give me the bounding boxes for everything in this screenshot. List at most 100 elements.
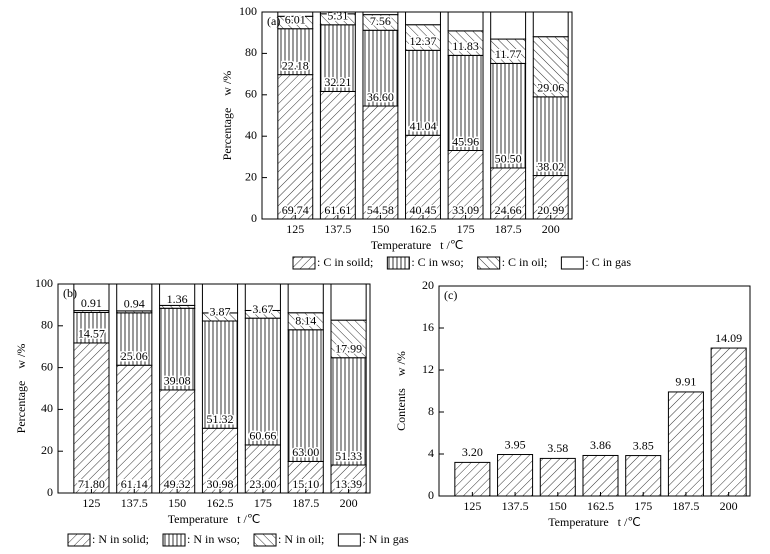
legend-label: : N in oil;: [278, 532, 324, 546]
x-tick-label: 187.5: [495, 222, 522, 236]
y-tick-label: 16: [422, 320, 434, 334]
plot-frame: [261, 11, 573, 220]
bar-segment: [405, 49, 441, 136]
legend-label: : C in gas: [585, 255, 631, 269]
x-tick-label: 137.5: [121, 496, 148, 510]
bar-segment: [116, 312, 153, 366]
data-label: 23.00: [249, 477, 276, 491]
bar-segment: [73, 342, 110, 494]
x-tick-label: 150: [549, 499, 567, 513]
y-tick-label: 8: [428, 404, 434, 418]
data-label: 61.61: [324, 203, 351, 217]
legend-swatch: [67, 533, 91, 547]
data-label: 39.08: [164, 374, 191, 388]
y-tick-label: 4: [428, 446, 434, 460]
bar-segment: [362, 105, 399, 220]
x-tick-label: 200: [720, 499, 738, 513]
data-label: 24.66: [495, 203, 522, 217]
data-label: 63.00: [292, 445, 319, 459]
plot-frame: [57, 283, 371, 494]
y-tick-label: 20: [245, 169, 257, 183]
data-label: 17.99: [335, 341, 362, 355]
bar: [582, 454, 619, 497]
data-label: 51.32: [207, 412, 234, 426]
x-axis-label: Temperature t /℃: [371, 238, 464, 252]
bar-segment: [532, 11, 569, 38]
data-label: 15.10: [292, 477, 319, 491]
data-label: 0.91: [81, 296, 102, 310]
bar-segment: [319, 90, 356, 220]
x-tick-label: 150: [371, 222, 389, 236]
y-tick-label: 80: [41, 318, 53, 332]
panel-label: (a): [267, 14, 280, 28]
legend-swatch: [386, 256, 410, 270]
x-tick-label: 175: [457, 222, 475, 236]
bar-segment: [159, 307, 196, 391]
bar-segment: [319, 24, 356, 92]
bar-segment: [330, 283, 367, 321]
data-label: 11.77: [495, 47, 522, 61]
x-tick-label: 175: [634, 499, 652, 513]
x-tick-label: 125: [82, 496, 100, 510]
data-label: 1.36: [167, 292, 188, 306]
bar: [710, 347, 747, 497]
data-label: 3.85: [633, 438, 654, 452]
legend-swatch: [162, 533, 186, 547]
data-label: 30.98: [207, 477, 234, 491]
legend-label: : C in oil;: [502, 255, 548, 269]
bar: [497, 454, 534, 497]
data-label: 3.87: [210, 305, 231, 319]
y-tick-label: 40: [245, 128, 257, 142]
data-label: 20.99: [537, 203, 564, 217]
bar-segment: [532, 36, 569, 98]
bar: [625, 455, 662, 497]
y-tick-label: 100: [239, 4, 257, 18]
data-label: 3.95: [505, 437, 526, 451]
x-tick-label: 162.5: [207, 496, 234, 510]
data-label: 5.31: [327, 9, 348, 23]
y-tick-label: 40: [41, 401, 53, 415]
legend-label: : N in wso;: [187, 532, 240, 546]
y-tick-label: 60: [245, 87, 257, 101]
data-label: 11.83: [452, 39, 479, 53]
x-tick-label: 125: [463, 499, 481, 513]
data-label: 29.06: [537, 81, 564, 95]
x-tick-label: 187.5: [672, 499, 699, 513]
data-label: 50.50: [495, 152, 522, 166]
bar-segment: [330, 464, 367, 494]
x-tick-label: 162.5: [410, 222, 437, 236]
bar-segment: [244, 317, 281, 446]
bar-segment: [330, 357, 367, 466]
data-label: 33.09: [452, 203, 479, 217]
bar-segment: [201, 320, 239, 429]
y-tick-label: 80: [245, 45, 257, 59]
y-tick-label: 12: [422, 362, 434, 376]
legend-swatch: [477, 256, 501, 270]
bar-segment: [490, 11, 527, 40]
x-axis-label: Temperature t /℃: [168, 512, 261, 526]
bar-segment: [532, 96, 569, 177]
panel-label: (b): [63, 286, 77, 300]
y-tick-label: 60: [41, 359, 53, 373]
data-label: 38.02: [537, 159, 564, 173]
legend-label: : N in gas: [362, 532, 409, 546]
x-tick-label: 175: [254, 496, 272, 510]
bar-segment: [405, 24, 441, 51]
y-tick-label: 0: [428, 488, 434, 502]
bar-segment: [287, 460, 324, 494]
bar: [454, 461, 491, 497]
y-tick-label: 20: [41, 443, 53, 457]
bar-segment: [330, 319, 367, 359]
data-label: 40.45: [410, 203, 437, 217]
data-label: 71.80: [78, 477, 105, 491]
legend-swatch: [292, 256, 316, 270]
bar-segment: [447, 54, 484, 152]
bar-segment: [447, 30, 484, 56]
x-tick-label: 137.5: [502, 499, 529, 513]
bar-segment: [287, 329, 324, 462]
x-tick-label: 137.5: [324, 222, 351, 236]
bar-segment: [405, 11, 441, 26]
data-label: 69.74: [282, 203, 309, 217]
y-axis-label: Contents w /%: [394, 351, 408, 431]
